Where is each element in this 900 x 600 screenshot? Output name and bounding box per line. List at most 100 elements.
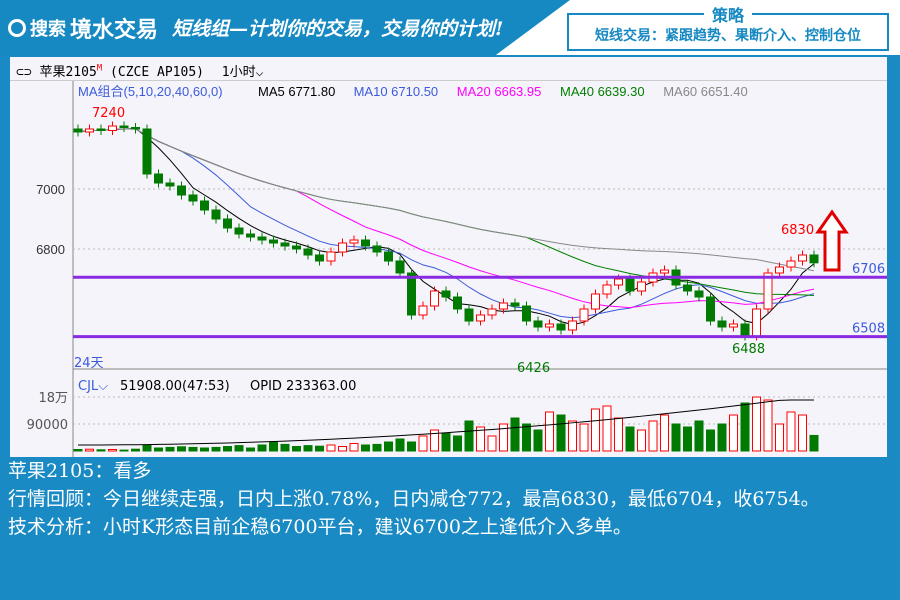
volume-bar	[441, 432, 451, 452]
logo-brand: 境水交易	[70, 18, 159, 43]
volume-bar	[384, 441, 393, 452]
volume-bar	[464, 420, 474, 452]
candle-body	[522, 305, 531, 322]
candle-body	[315, 254, 324, 262]
volume-bar	[706, 429, 715, 452]
legend-ma40: MA40 6639.30	[560, 84, 645, 99]
candle-body	[108, 125, 117, 131]
volume-legend-name: CJL⌵	[78, 379, 108, 394]
candle-body	[200, 200, 209, 211]
volume-bar	[499, 423, 508, 452]
chart-area[interactable]: ⊂⊃ 苹果2105M (CZCE AP105) 1小时⌵ MA组合(5,10,2…	[10, 57, 887, 457]
candle-body	[752, 308, 761, 337]
price-tick-label: 6800	[36, 242, 65, 257]
candle-body	[407, 272, 416, 316]
volume-bar	[556, 414, 566, 452]
volume-bar	[108, 449, 117, 452]
volume-bar	[591, 408, 600, 452]
volume-bar	[568, 420, 577, 452]
candle-body	[510, 302, 520, 307]
period-select[interactable]: 1小时	[221, 65, 256, 80]
volume-bar	[476, 426, 485, 452]
recent-high-label: 6830	[781, 223, 814, 238]
candle-body	[131, 127, 140, 130]
candle-body	[533, 320, 543, 328]
candle-body	[395, 260, 405, 274]
volume-bar	[326, 444, 336, 452]
level-upper-label: 6706	[852, 262, 885, 277]
slogan: 短线组—计划你的交易，交易你的计划!	[172, 18, 504, 40]
volume-bar	[315, 445, 324, 452]
volume-bar	[188, 446, 198, 452]
volume-bar	[73, 449, 83, 452]
volume-bar	[487, 435, 497, 452]
volume-bar	[177, 446, 186, 452]
candle-body	[717, 320, 727, 328]
logo: 搜索 境水交易	[8, 12, 158, 44]
candle-body	[119, 125, 129, 128]
candle-body	[303, 248, 313, 256]
volume-bar	[223, 446, 232, 452]
volume-bar	[257, 444, 267, 452]
chevron-down-icon[interactable]: ⌵	[255, 65, 264, 80]
candle-body	[211, 209, 221, 220]
candle-body	[499, 302, 508, 310]
volume-bar	[579, 423, 589, 452]
volume-bar	[775, 423, 784, 452]
volume-bar	[453, 435, 462, 452]
volume-bar	[510, 417, 520, 452]
volume-bar	[533, 429, 543, 452]
candle-body	[729, 323, 738, 328]
volume-bar	[96, 449, 106, 452]
volume-bar	[786, 411, 796, 452]
candle-body	[361, 239, 370, 247]
candle-body	[798, 254, 807, 262]
candle-body	[165, 182, 175, 187]
volume-bar	[361, 444, 370, 452]
candle-body	[269, 239, 278, 244]
legend-ma20: MA20 6663.95	[457, 84, 542, 99]
candle-body	[579, 308, 589, 322]
volume-bar	[280, 443, 290, 452]
legend-ma60: MA60 6651.40	[663, 84, 748, 99]
volume-bar	[752, 396, 761, 452]
volume-bar	[211, 446, 221, 452]
candle-body	[188, 194, 198, 202]
logo-search: 搜索	[30, 19, 66, 40]
legend-combo: MA组合(5,10,20,40,60,0)	[78, 84, 223, 99]
candle-body	[706, 296, 715, 322]
candle-body	[142, 128, 152, 175]
volume-bar	[717, 423, 727, 452]
candle-body	[775, 266, 784, 274]
volume-tick-label: 90000	[27, 418, 68, 433]
link-icon[interactable]: ⊂⊃	[16, 65, 32, 80]
volume-bar	[165, 446, 175, 452]
low-label-2: 6488	[732, 342, 765, 357]
symbol-name: 苹果2105	[39, 65, 97, 80]
candlestick-chart[interactable]: MA组合(5,10,20,40,60,0) MA5 6771.80 MA10 671…	[10, 57, 887, 457]
search-icon	[8, 19, 26, 37]
candle-body	[234, 227, 244, 235]
volume-bar	[602, 405, 612, 452]
strategy-text: 短线交易：紧跟趋势、果断介入、控制仓位	[595, 28, 861, 44]
volume-bar	[671, 423, 681, 452]
volume-bar	[648, 420, 658, 452]
volume-bar	[349, 443, 359, 452]
volume-legend-value: 51908.00(47:53)	[120, 379, 230, 394]
open-interest-line	[77, 399, 814, 446]
candle-body	[372, 245, 382, 253]
volume-bar	[809, 434, 819, 452]
legend-ma5: MA5 6771.80	[258, 84, 335, 99]
volume-bar	[269, 441, 278, 452]
analysis-technical: 技术分析：小时K形态目前企稳6700平台，建议6700之上逢低介入多单。	[8, 516, 632, 538]
candle-body	[694, 290, 704, 298]
volume-bar	[729, 414, 738, 452]
volume-bar	[131, 448, 140, 452]
candle-body	[763, 272, 773, 310]
volume-bar	[418, 435, 428, 452]
volume-bar	[372, 443, 382, 452]
candle-body	[338, 242, 347, 253]
volume-bar	[798, 414, 807, 452]
candle-body	[614, 278, 623, 286]
candle-body	[246, 233, 255, 238]
